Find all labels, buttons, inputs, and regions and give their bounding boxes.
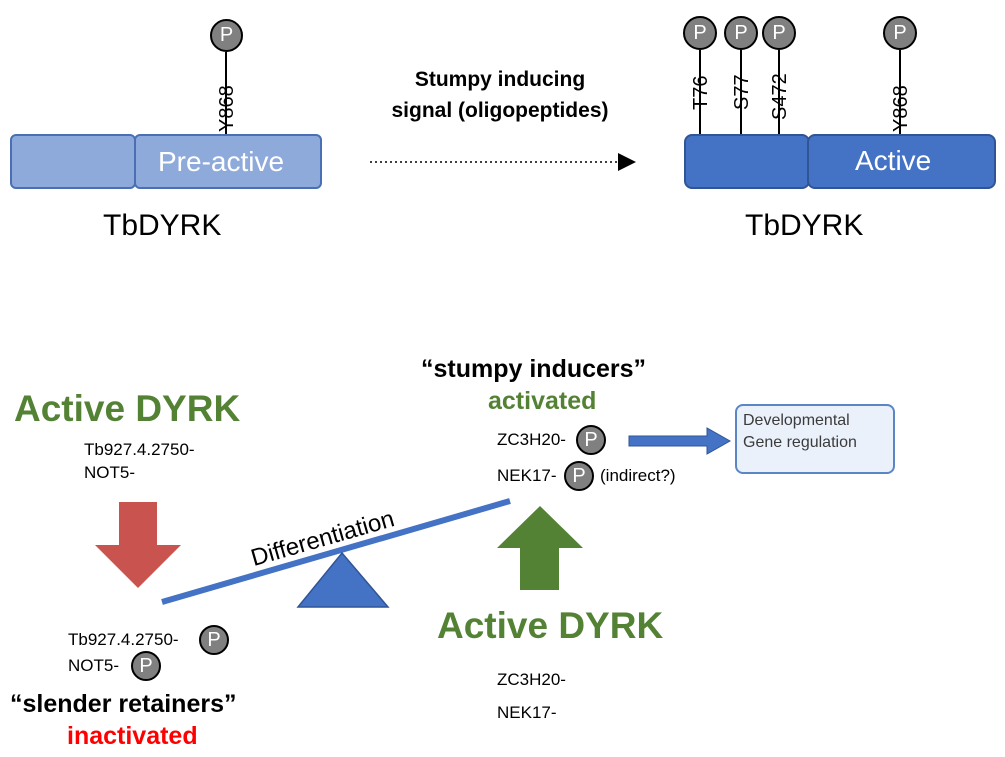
phospho-substrate-nek17: NEK17-: [497, 466, 557, 485]
substrate-tb927: Tb927.4.2750-: [84, 440, 195, 459]
residue-label-y868: Y868: [216, 85, 238, 132]
kinase-domain-active: [807, 134, 996, 189]
phospho-badge: P: [131, 651, 161, 681]
red-down-arrow: [95, 502, 181, 588]
outcome-box: Developmental Gene regulation: [735, 404, 895, 474]
inactivated-label: inactivated: [67, 722, 198, 750]
phospho-badge: P: [199, 625, 229, 655]
residue-label-y868: Y868: [890, 85, 912, 132]
phospho-badge: P: [724, 16, 758, 50]
signal-label: Stumpy inducing signal (oligopeptides): [391, 68, 609, 122]
substrate-not5: NOT5-: [84, 463, 135, 482]
phospho-substrate-zc3h20: ZC3H20-: [497, 430, 566, 449]
indirect-note: (indirect?): [600, 466, 676, 485]
protein-caption-left: TbDYRK: [103, 209, 222, 242]
phospho-substrate-tb927: Tb927.4.2750-: [68, 630, 179, 649]
slender-retainers-label: “slender retainers”: [10, 690, 237, 718]
residue-label-s472: S472: [769, 73, 791, 120]
activated-label: activated: [488, 387, 597, 415]
phospho-badge: P: [564, 461, 594, 491]
kinase-domain-preactive: [134, 134, 322, 189]
seesaw-beam: [161, 498, 511, 605]
n-terminal-domain-active: [684, 134, 810, 189]
substrate-nek17: NEK17-: [497, 703, 557, 722]
stumpy-inducers-label: “stumpy inducers”: [421, 355, 647, 383]
phospho-badge: P: [883, 16, 917, 50]
outcome-arrow: [628, 427, 732, 455]
domain-label-active: Active: [855, 145, 932, 176]
phospho-substrate-not5: NOT5-: [68, 656, 119, 675]
seesaw-fulcrum: [296, 551, 390, 608]
active-dyrk-heading-left: Active DYRK: [14, 388, 241, 429]
residue-label-s77: S77: [731, 74, 753, 110]
phospho-badge: P: [210, 19, 243, 52]
protein-caption-right: TbDYRK: [745, 209, 864, 242]
domain-label-preactive: Pre-active: [158, 146, 285, 177]
substrate-zc3h20: ZC3H20-: [497, 670, 566, 689]
phospho-badge: P: [762, 16, 796, 50]
phospho-badge: P: [576, 425, 606, 455]
active-dyrk-heading-right: Active DYRK: [437, 605, 664, 646]
phospho-badge: P: [683, 16, 717, 50]
n-terminal-domain: [10, 134, 136, 189]
residue-label-t76: T76: [690, 75, 712, 110]
green-up-arrow: [497, 506, 583, 590]
